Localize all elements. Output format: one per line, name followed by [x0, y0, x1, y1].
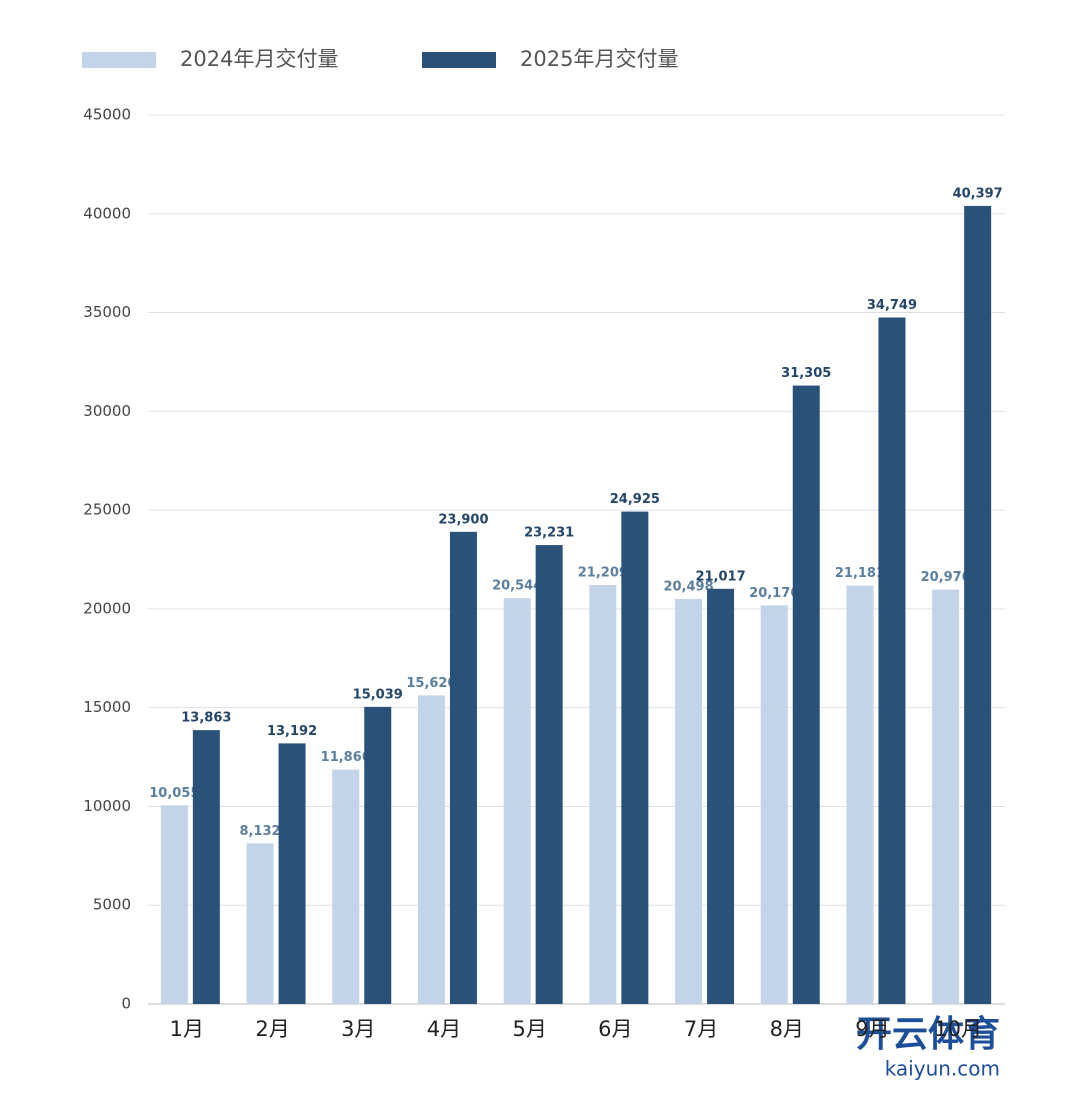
value-label: 13,192 — [267, 724, 317, 739]
legend-swatch — [422, 52, 496, 68]
watermark-brand: 开云体育 — [856, 1014, 1000, 1055]
bar — [535, 545, 563, 1004]
value-label: 20,498 — [663, 580, 713, 595]
x-tick-label: 7月 — [684, 1017, 718, 1041]
bar — [417, 695, 445, 1004]
x-tick-label: 2月 — [255, 1017, 289, 1041]
x-tick-label: 8月 — [770, 1017, 804, 1041]
y-tick-label: 30000 — [83, 402, 131, 420]
value-label: 21,209 — [578, 566, 628, 581]
x-tick-label: 4月 — [427, 1017, 461, 1041]
x-tick-label: 5月 — [512, 1017, 546, 1041]
x-tick-label: 3月 — [341, 1017, 375, 1041]
bar — [192, 730, 220, 1004]
value-label: 31,305 — [781, 366, 831, 381]
legend-label: 2024年月交付量 — [180, 47, 338, 71]
bar — [932, 589, 960, 1004]
value-label: 21,181 — [835, 566, 885, 581]
value-label: 23,900 — [438, 512, 488, 527]
watermark-url: kaiyun.com — [885, 1057, 1000, 1081]
bar — [621, 511, 649, 1004]
bar — [760, 605, 788, 1004]
bar — [160, 805, 188, 1004]
y-tick-label: 15000 — [83, 698, 131, 716]
bar — [449, 531, 477, 1004]
value-label: 21,017 — [695, 569, 745, 584]
bar — [246, 843, 274, 1004]
bar — [675, 599, 703, 1004]
bar — [503, 598, 531, 1004]
value-label: 11,866 — [321, 750, 371, 765]
value-label: 8,132 — [239, 824, 280, 839]
value-label: 40,397 — [953, 186, 1003, 201]
bar — [792, 385, 820, 1004]
y-tick-label: 25000 — [83, 501, 131, 519]
y-tick-label: 5000 — [93, 896, 131, 914]
x-tick-label: 10月 — [934, 1017, 982, 1041]
y-tick-label: 35000 — [83, 303, 131, 321]
legend-label: 2025年月交付量 — [520, 47, 678, 71]
value-label: 34,749 — [867, 298, 917, 313]
y-tick-label: 20000 — [83, 599, 131, 617]
x-tick-label: 6月 — [598, 1017, 632, 1041]
value-label: 20,544 — [492, 579, 542, 594]
bar — [707, 588, 735, 1004]
y-tick-label: 0 — [121, 995, 131, 1013]
value-label: 15,620 — [406, 676, 456, 691]
legend-swatch — [82, 52, 156, 68]
y-tick-label: 40000 — [83, 204, 131, 222]
bar — [332, 769, 360, 1004]
bar — [589, 585, 617, 1004]
value-label: 23,231 — [524, 526, 574, 541]
value-label: 15,039 — [353, 687, 403, 702]
bar — [846, 585, 874, 1004]
x-tick-label: 9月 — [855, 1017, 889, 1041]
value-label: 10,055 — [149, 786, 199, 801]
value-label: 13,863 — [181, 711, 231, 726]
value-label: 20,976 — [921, 570, 971, 585]
x-tick-label: 1月 — [170, 1017, 204, 1041]
bar — [364, 706, 392, 1004]
value-label: 20,176 — [749, 586, 799, 601]
bar — [278, 743, 306, 1004]
bar — [878, 317, 906, 1005]
y-tick-label: 10000 — [83, 797, 131, 815]
value-label: 24,925 — [610, 492, 660, 507]
bar — [964, 205, 992, 1005]
y-tick-label: 45000 — [83, 106, 131, 124]
